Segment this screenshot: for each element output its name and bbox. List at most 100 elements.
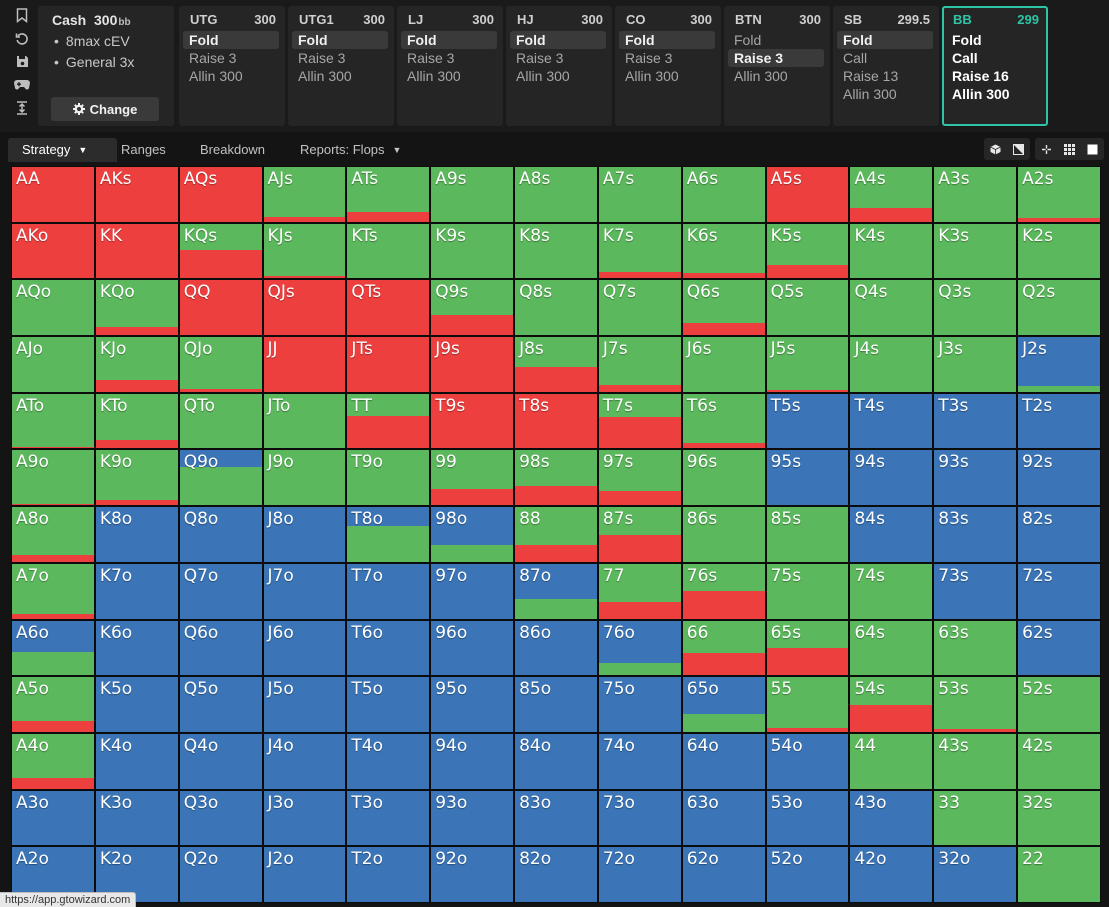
seat-bb[interactable]: BB 299 Fold Call Raise 16 Allin 300 (942, 6, 1048, 126)
hand-cell[interactable]: A9s (430, 166, 515, 223)
hand-cell[interactable]: 83s (933, 506, 1018, 563)
hand-cell[interactable]: K9o (94, 449, 179, 507)
hand-cell[interactable]: 76o (597, 619, 682, 677)
hand-cell[interactable]: Q5s (765, 279, 850, 337)
hand-cell[interactable]: 93s (933, 449, 1018, 507)
hand-cell[interactable]: 74s (849, 562, 934, 620)
hand-cell[interactable]: 95s (765, 449, 850, 507)
seat-action[interactable]: Raise 13 (843, 68, 899, 84)
hand-cell[interactable]: 94o (430, 732, 515, 790)
hand-cell[interactable]: AJs (262, 166, 347, 223)
hand-cell[interactable]: J6o (262, 619, 347, 677)
hand-cell[interactable]: 82s (1017, 506, 1101, 563)
seat-action[interactable]: Allin 300 (189, 68, 243, 84)
seat-co[interactable]: CO 300 Fold Raise 3 Allin 300 (615, 6, 721, 126)
hand-cell[interactable]: 66 (681, 619, 766, 677)
hand-cell[interactable]: Q7s (597, 279, 682, 337)
seat-action[interactable]: Raise 3 (298, 50, 346, 66)
hand-cell[interactable]: 62o (681, 846, 766, 903)
hand-cell[interactable]: T6s (681, 392, 766, 450)
hand-cell[interactable]: 86o (514, 619, 598, 677)
hand-cell[interactable]: 42s (1017, 732, 1101, 790)
seat-action[interactable]: Allin 300 (516, 68, 570, 84)
hand-cell[interactable]: 72o (597, 846, 682, 903)
seat-action[interactable]: Fold (401, 31, 497, 49)
hand-cell[interactable]: Q7o (178, 562, 263, 620)
hand-cell[interactable]: Q4s (849, 279, 934, 337)
hand-cell[interactable]: K4s (849, 222, 934, 280)
seat-action[interactable]: Allin 300 (407, 68, 461, 84)
tab-strategy[interactable]: Strategy ▼ (8, 138, 117, 162)
hand-cell[interactable]: KQo (94, 279, 179, 337)
seat-action[interactable]: Raise 3 (516, 50, 564, 66)
hand-cell[interactable]: KJo (94, 336, 179, 393)
hand-cell[interactable]: Q3s (933, 279, 1018, 337)
hand-cell[interactable]: J7o (262, 562, 347, 620)
hand-cell[interactable]: 53o (765, 789, 850, 847)
hand-cell[interactable]: 32s (1017, 789, 1101, 847)
hand-cell[interactable]: K3o (94, 789, 179, 847)
hand-cell[interactable]: 96o (430, 619, 515, 677)
half-square-icon[interactable] (1007, 138, 1030, 160)
hand-cell[interactable]: K7s (597, 222, 682, 280)
hand-cell[interactable]: T3o (346, 789, 431, 847)
seat-action[interactable]: Allin 300 (952, 86, 1010, 102)
hand-cell[interactable]: K2o (94, 846, 179, 903)
hand-cell[interactable]: ATs (346, 166, 431, 223)
hand-cell[interactable]: T7s (597, 392, 682, 450)
hand-cell[interactable]: 92s (1017, 449, 1101, 507)
hand-cell[interactable]: JJ (262, 336, 347, 393)
hand-cell[interactable]: 86s (681, 506, 766, 563)
hand-cell[interactable]: 43s (933, 732, 1018, 790)
hand-cell[interactable]: AQo (11, 279, 95, 337)
hand-cell[interactable]: T2s (1017, 392, 1101, 450)
seat-action[interactable]: Allin 300 (298, 68, 352, 84)
hand-cell[interactable]: K2s (1017, 222, 1101, 280)
seat-action[interactable]: Allin 300 (734, 68, 788, 84)
hand-cell[interactable]: 55 (765, 676, 850, 733)
hand-cell[interactable]: T4o (346, 732, 431, 790)
hand-cell[interactable]: A5s (765, 166, 850, 223)
hand-cell[interactable]: J8s (514, 336, 598, 393)
seat-hj[interactable]: HJ 300 Fold Raise 3 Allin 300 (506, 6, 612, 126)
hand-cell[interactable]: 82o (514, 846, 598, 903)
hand-cell[interactable]: 52s (1017, 676, 1101, 733)
hand-cell[interactable]: 75o (597, 676, 682, 733)
hand-cell[interactable]: J2s (1017, 336, 1101, 393)
hand-cell[interactable]: 99 (430, 449, 515, 507)
hand-cell[interactable]: A6s (681, 166, 766, 223)
hand-cell[interactable]: T9s (430, 392, 515, 450)
hand-cell[interactable]: K9s (430, 222, 515, 280)
seat-action[interactable]: Raise 3 (407, 50, 455, 66)
seat-action[interactable]: Call (952, 50, 978, 66)
hand-cell[interactable]: J4s (849, 336, 934, 393)
hand-cell[interactable]: J2o (262, 846, 347, 903)
hand-cell[interactable]: K5o (94, 676, 179, 733)
hand-cell[interactable]: 54s (849, 676, 934, 733)
hand-cell[interactable]: A6o (11, 619, 95, 677)
hand-cell[interactable]: K6o (94, 619, 179, 677)
hand-cell[interactable]: QQ (178, 279, 263, 337)
hand-cell[interactable]: A7s (597, 166, 682, 223)
hand-cell[interactable]: T2o (346, 846, 431, 903)
hand-cell[interactable]: T7o (346, 562, 431, 620)
hand-cell[interactable]: 65o (681, 676, 766, 733)
expand-vertical-icon[interactable] (12, 98, 32, 117)
hand-cell[interactable]: T9o (346, 449, 431, 507)
hand-cell[interactable]: 42o (849, 846, 934, 903)
hand-cell[interactable]: A8s (514, 166, 598, 223)
seat-action[interactable]: Raise 3 (728, 49, 824, 67)
bookmark-icon[interactable] (12, 6, 32, 25)
hand-cell[interactable]: AKs (94, 166, 179, 223)
hand-cell[interactable]: 97o (430, 562, 515, 620)
hand-cell[interactable]: 84s (849, 506, 934, 563)
hand-cell[interactable]: 76s (681, 562, 766, 620)
hand-cell[interactable]: 73s (933, 562, 1018, 620)
hand-cell[interactable]: Q3o (178, 789, 263, 847)
hand-cell[interactable]: 96s (681, 449, 766, 507)
hand-cell[interactable]: T5o (346, 676, 431, 733)
hand-cell[interactable]: 75s (765, 562, 850, 620)
hand-cell[interactable]: 54o (765, 732, 850, 790)
seat-action[interactable]: Call (843, 50, 868, 66)
seat-action[interactable]: Fold (952, 32, 982, 48)
